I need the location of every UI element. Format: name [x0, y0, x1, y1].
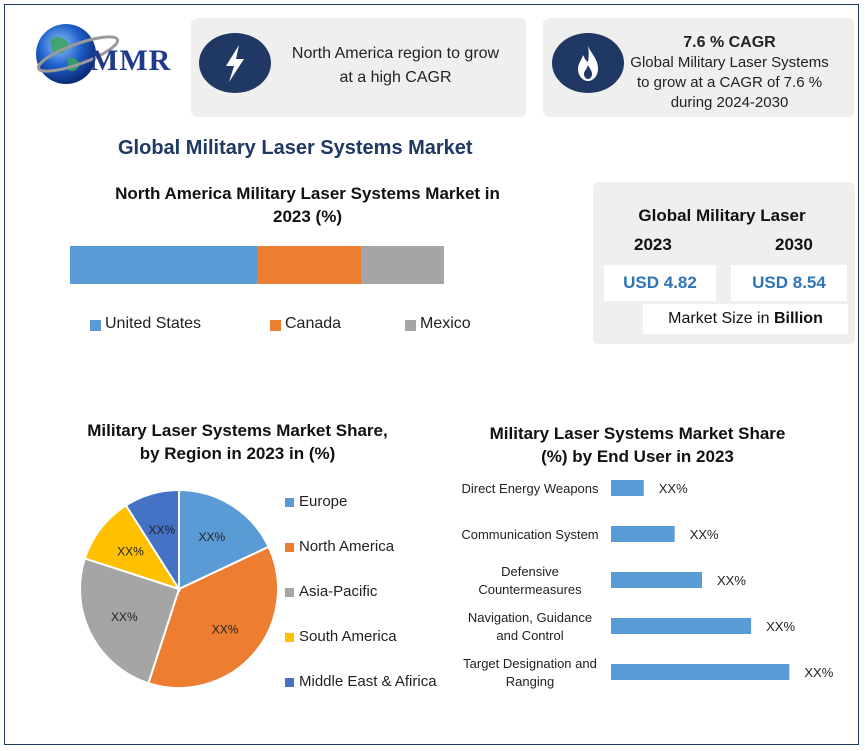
pie-data-label-5: XX%	[149, 523, 176, 537]
market-size-footer-prefix: Market Size in	[668, 310, 774, 327]
stacked-segment-2	[257, 246, 362, 284]
enduser-data-label-3: XX%	[717, 573, 746, 588]
pie-legend-label: Middle East & Afirica	[299, 673, 437, 690]
info-card-1-line2: at a high CAGR	[339, 69, 452, 86]
enduser-chart-title: Military Laser Systems Market Share (%) …	[465, 422, 810, 468]
market-size-year-2030: 2030	[775, 235, 813, 254]
stacked-bar-chart	[70, 246, 444, 284]
enduser-data-label-2: XX%	[690, 527, 719, 542]
lightning-circle	[199, 33, 271, 93]
enduser-chart-title-line2: (%) by End User in 2023	[541, 447, 734, 466]
mmr-logo: MMR	[28, 18, 188, 90]
pie-legend-swatch	[285, 498, 294, 507]
pie-legend-label: North America	[299, 538, 395, 555]
pie-slice-1	[178, 488, 270, 591]
pie-slice-5	[124, 488, 180, 593]
info-card-2-text: 7.6 % CAGR Global Military Laser Systems…	[622, 33, 837, 113]
main-title: Global Military Laser Systems Market	[118, 137, 473, 159]
pie-chart: XX% XX% XX% XX% XX%	[79, 488, 279, 689]
globe-icon	[36, 24, 120, 84]
stacked-legend: United States Canada Mexico	[90, 315, 510, 337]
enduser-category-label: Direct Energy Weapons	[461, 481, 599, 496]
pie-legend-swatch	[285, 588, 294, 597]
stacked-chart-title-line2: 2023 (%)	[273, 207, 342, 226]
stacked-segment-1	[70, 246, 257, 284]
enduser-data-label-5: XX%	[804, 665, 833, 680]
flame-icon	[578, 46, 598, 81]
enduser-data-label-4: XX%	[766, 619, 795, 634]
cagr-heading: 7.6 % CAGR	[683, 34, 776, 51]
enduser-chart-title-line1: Military Laser Systems Market Share	[489, 424, 786, 443]
pie-legend-label: Europe	[299, 493, 348, 510]
market-size-title: Global Military Laser	[638, 206, 806, 225]
market-size-value-2023: USD 4.82	[604, 265, 716, 301]
info-card-2-line3: during 2024-2030	[670, 94, 789, 111]
legend-swatch-canada	[270, 320, 281, 331]
market-size-value-2030: USD 8.54	[731, 265, 847, 301]
legend-label-canada: Canada	[285, 315, 342, 332]
enduser-bar-5	[611, 664, 790, 680]
enduser-category-label: Defensive	[501, 564, 559, 579]
enduser-category-label: Communication System	[461, 527, 598, 542]
enduser-category-label: and Control	[496, 628, 563, 643]
pie-legend-label: South America	[299, 628, 397, 645]
info-card-2-line2: to grow at a CAGR of 7.6 %	[636, 74, 823, 91]
logo-text: MMR	[90, 44, 172, 77]
enduser-bar-1	[611, 480, 644, 496]
pie-data-label-2: XX%	[212, 623, 239, 637]
pie-legend-swatch	[285, 633, 294, 642]
enduser-bar-2	[611, 526, 675, 542]
lightning-icon	[226, 45, 244, 82]
info-card-1-text: North America region to grow at a high C…	[278, 42, 513, 90]
pie-legend: Europe North America Asia-Pacific South Ame…	[285, 493, 455, 693]
enduser-category-label: Ranging	[506, 674, 554, 689]
pie-chart-title-line1: Military Laser Systems Market Share,	[87, 421, 388, 440]
pie-legend-swatch	[285, 543, 294, 552]
enduser-bar-3	[611, 572, 702, 588]
enduser-bar-chart: XX% Direct Energy Weapons XX% Communication…	[461, 480, 834, 689]
stacked-chart-title: North America Military Laser Systems Mar…	[70, 182, 545, 228]
pie-chart-title-line2: by Region in 2023 in (%)	[139, 444, 336, 463]
pie-data-label-1: XX%	[199, 530, 226, 544]
market-size-footer-unit: Billion	[773, 310, 823, 327]
legend-label-mexico: Mexico	[420, 315, 471, 332]
enduser-bar-4	[611, 618, 752, 634]
stacked-chart-title-line1: North America Military Laser Systems Mar…	[115, 184, 500, 203]
infographic-frame	[4, 4, 859, 745]
pie-slice-3	[79, 557, 181, 685]
enduser-category-label: Countermeasures	[478, 582, 582, 597]
pie-legend-swatch	[285, 678, 294, 687]
market-size-year-2023: 2023	[634, 235, 672, 254]
enduser-category-label: Target Designation and	[463, 656, 597, 671]
pie-data-label-4: XX%	[117, 544, 144, 558]
flame-circle	[552, 33, 624, 93]
pie-legend-label: Asia-Pacific	[299, 583, 378, 600]
enduser-category-label: Navigation, Guidance	[468, 610, 592, 625]
pie-chart-title: Military Laser Systems Market Share, by …	[70, 419, 405, 465]
enduser-data-label-1: XX%	[659, 481, 688, 496]
market-size-footer: Market Size in Billion	[643, 304, 848, 334]
stacked-segment-3	[361, 246, 444, 284]
info-card-1-line1: North America region to grow	[291, 45, 500, 62]
legend-label-us: United States	[105, 315, 202, 332]
legend-swatch-mexico	[405, 320, 416, 331]
info-card-2-line1: Global Military Laser Systems	[630, 54, 829, 71]
legend-swatch-us	[90, 320, 101, 331]
pie-slice-4	[83, 504, 182, 591]
pie-data-label-3: XX%	[111, 610, 138, 624]
pie-slice-2	[147, 545, 279, 689]
